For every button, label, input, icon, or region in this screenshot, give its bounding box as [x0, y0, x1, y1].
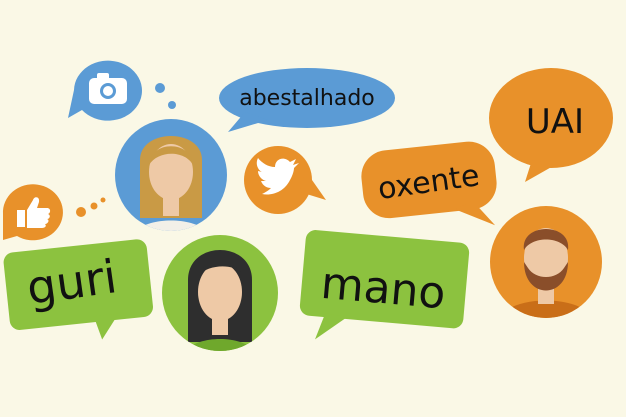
word-abestalhado: abestalhado [239, 86, 375, 111]
mano-bubble [299, 230, 470, 340]
uai-bubble [489, 68, 613, 182]
avatar-bearded-man [490, 206, 602, 318]
camera-icon [89, 73, 127, 104]
abestalhado-bubble [219, 68, 395, 132]
avatar-dark-haired-woman [162, 235, 278, 351]
word-mano: mano [319, 258, 448, 320]
word-uai: UAI [526, 102, 584, 142]
word-guri: guri [23, 249, 120, 315]
guri-bubble [3, 239, 153, 340]
avatar-blond-woman [115, 119, 227, 231]
thumbs-up-icon [17, 197, 51, 228]
oxente-bubble [361, 141, 497, 226]
twitter-bird-icon [256, 158, 299, 195]
